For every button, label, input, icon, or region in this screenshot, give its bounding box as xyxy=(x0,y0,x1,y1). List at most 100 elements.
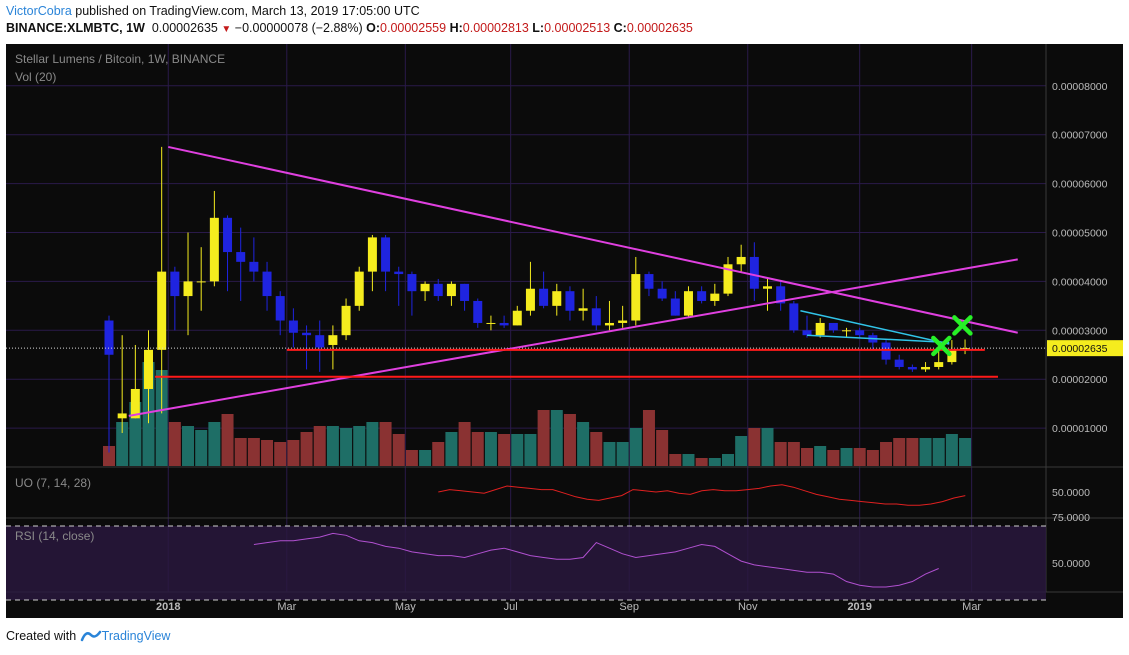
volume-bar xyxy=(287,440,300,466)
candle-body xyxy=(921,366,931,370)
uo-label: UO (7, 14, 28) xyxy=(15,476,91,490)
volume-bar xyxy=(313,426,326,466)
volume-bar xyxy=(774,442,787,466)
volume-bar xyxy=(379,422,392,466)
candle-body xyxy=(328,335,338,345)
trendline-cyan-upper xyxy=(800,310,950,345)
volume-bar xyxy=(195,430,208,466)
candle-body xyxy=(894,359,904,367)
author-link[interactable]: VictorCobra xyxy=(6,4,72,18)
trendline-rising-support xyxy=(128,258,1018,417)
candle-body xyxy=(223,217,233,253)
volume-bar xyxy=(629,428,642,466)
candle-body xyxy=(407,274,417,292)
volume-bar xyxy=(708,458,721,466)
published-text: published on TradingView.com, March 13, … xyxy=(71,4,420,18)
volume-bar xyxy=(419,450,432,466)
volume-bar xyxy=(432,442,445,466)
volume-bar xyxy=(392,434,405,466)
candle-body xyxy=(907,366,917,370)
x-tick-label: Sep xyxy=(619,601,639,613)
footer: Created with TradingView xyxy=(6,629,170,645)
x-tick-label: Mar xyxy=(277,601,296,613)
candle-body xyxy=(934,362,944,367)
candle-body xyxy=(473,300,483,323)
candle-body xyxy=(236,252,246,262)
volume-bar xyxy=(182,426,195,466)
candle-body xyxy=(618,320,628,323)
volume-bar xyxy=(932,438,945,466)
chart-background xyxy=(6,44,1123,618)
candle-body xyxy=(591,308,601,326)
x-tick-label: Mar xyxy=(962,601,981,613)
y-tick-label: 0.00006000 xyxy=(1052,179,1108,191)
chart-title: Stellar Lumens / Bitcoin, 1W, BINANCE xyxy=(15,52,225,66)
volume-bar xyxy=(511,434,524,466)
volume-label: Vol (20) xyxy=(15,70,56,84)
volume-bar xyxy=(103,446,115,466)
candle-body xyxy=(499,322,509,326)
volume-bar xyxy=(168,422,181,466)
candle-body xyxy=(288,320,298,333)
volume-bar xyxy=(274,442,287,466)
volume-bar xyxy=(603,442,616,466)
candle-body xyxy=(209,217,219,282)
volume-bar xyxy=(945,434,958,466)
candle-body xyxy=(104,320,114,355)
tradingview-link[interactable]: TradingView xyxy=(101,629,171,643)
open-label: O: xyxy=(366,21,381,35)
tradingview-logo-icon xyxy=(80,629,102,645)
candle-body xyxy=(341,305,351,336)
candle-body xyxy=(302,332,312,336)
volume-bar xyxy=(563,414,576,466)
candle-body xyxy=(512,310,522,326)
rsi-label: RSI (14, close) xyxy=(15,529,94,543)
candle-body xyxy=(130,388,140,419)
change-value: −0.00000078 (−2.88%) xyxy=(234,21,363,35)
candle-body xyxy=(842,330,852,332)
volume-bar xyxy=(840,448,853,466)
trendline-cyan-lower xyxy=(806,334,950,344)
candle-body xyxy=(855,330,865,336)
y-tick-label: 0.00003000 xyxy=(1052,325,1108,337)
candle-body xyxy=(565,291,575,311)
rsi-line xyxy=(253,532,939,588)
x-tick-label: May xyxy=(395,601,416,613)
volume-bar xyxy=(893,438,906,466)
volume-bar xyxy=(353,426,366,466)
volume-bar xyxy=(748,428,761,466)
volume-bar xyxy=(906,438,919,466)
candle-body xyxy=(683,291,693,316)
volume-bar xyxy=(247,438,260,466)
volume-bar xyxy=(498,434,511,466)
candle-body xyxy=(631,274,641,321)
volume-bar xyxy=(695,458,708,466)
green-cross-marker xyxy=(931,335,952,357)
volume-bar xyxy=(524,434,537,466)
candle-body xyxy=(394,271,404,275)
volume-bar xyxy=(471,432,484,466)
volume-bar xyxy=(326,426,339,466)
y-tick-label: 0.00002000 xyxy=(1052,374,1108,386)
close-value: 0.00002635 xyxy=(626,21,693,35)
candle-body xyxy=(657,288,667,299)
candle-body xyxy=(723,264,733,294)
volume-bar xyxy=(656,430,669,466)
volume-bar xyxy=(116,422,129,466)
high-value: 0.00002813 xyxy=(462,21,529,35)
candle-body xyxy=(670,298,680,316)
created-with-label: Created with xyxy=(6,629,77,643)
volume-bar xyxy=(366,422,379,466)
volume-bar xyxy=(458,422,471,466)
open-value: 0.00002559 xyxy=(380,21,447,35)
candle-body xyxy=(249,261,259,272)
candle-body xyxy=(525,288,535,311)
candle-body xyxy=(828,322,838,331)
cross-stroke xyxy=(952,315,973,336)
volume-bar xyxy=(300,432,313,466)
price-chart[interactable]: 0.00001000 0.00002000 0.00003000 0.00004000… xyxy=(6,44,1123,618)
volume-bar xyxy=(801,448,814,466)
rsi-tick-label: 75.0000 xyxy=(1052,512,1090,524)
rsi-tick-label: 50.0000 xyxy=(1052,558,1090,570)
candle-body xyxy=(947,349,957,363)
